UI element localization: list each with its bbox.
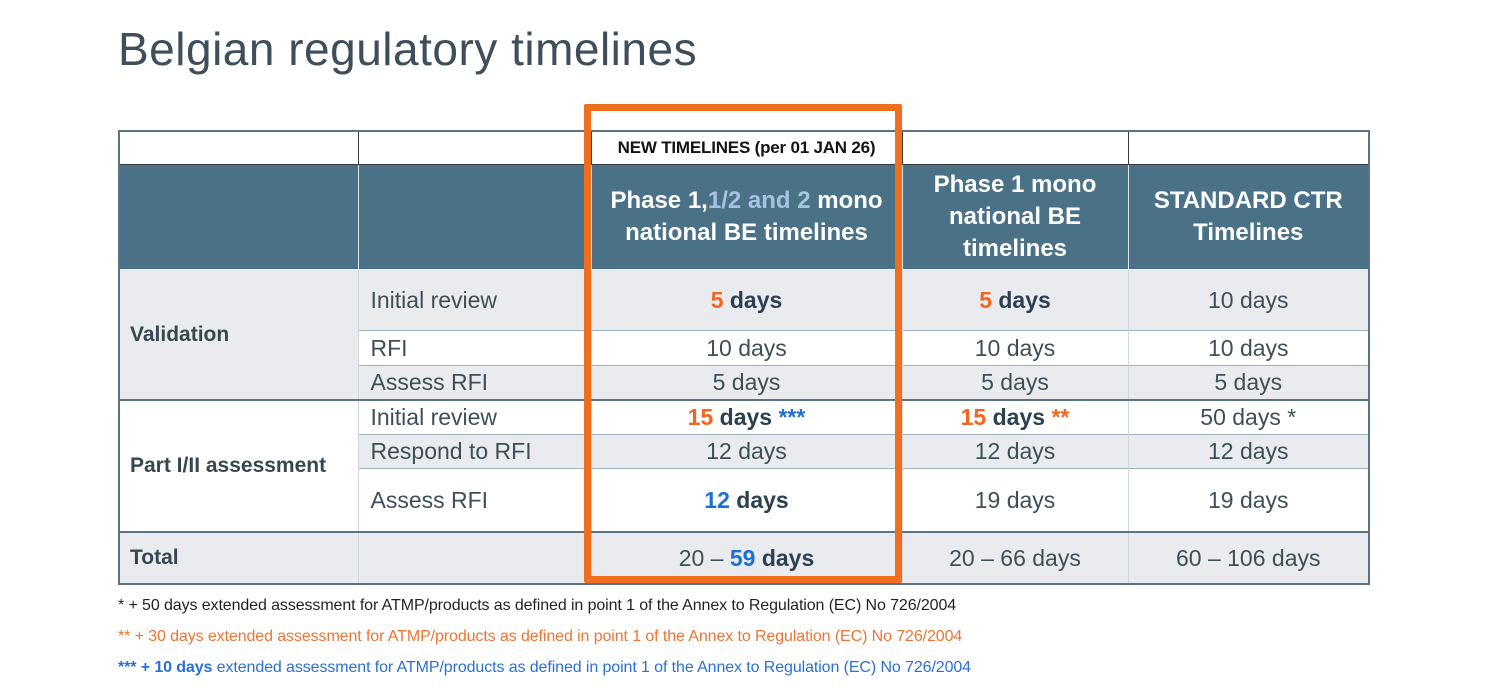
banner-cell-empty xyxy=(901,130,1129,165)
total-empty-cell xyxy=(357,531,591,585)
section-label-part-i-ii: Part I/II assessment xyxy=(119,399,358,532)
activity-label: Assess RFI xyxy=(357,365,591,400)
table-row-assessment-initial-review: Part I/II assessment Initial review 15 d… xyxy=(119,399,1369,532)
value-cell: 5 days xyxy=(901,269,1128,331)
value-cell: 15 days *** xyxy=(590,399,902,435)
value-cell: 10 days xyxy=(1127,330,1369,366)
footnote-new-timelines: *** + 10 days extended assessment for AT… xyxy=(118,659,971,676)
activity-label: Initial review xyxy=(357,399,591,435)
value-cell: 12 days xyxy=(590,434,902,469)
value-cell: 5 days xyxy=(590,269,902,331)
table-row-validation-rfi: RFI 10 days 10 days 10 days xyxy=(119,330,1369,366)
value-cell: 10 days xyxy=(1127,269,1369,331)
table-row-validation-initial-review: Validation Initial review 5 days 5 days … xyxy=(119,269,1369,400)
col-header-standard-ctr: STANDARD CTR Timelines xyxy=(1127,164,1369,270)
value-cell: 19 days xyxy=(901,468,1128,532)
table-row-total: Total 20 – 59 days 20 – 66 days 60 – 106… xyxy=(119,531,1369,585)
value-cell: 5 days xyxy=(1127,365,1369,400)
col-header-phase1-12-2: Phase 1,1/2 and 2 mono national BE timel… xyxy=(590,164,902,270)
total-label: Total xyxy=(119,531,358,585)
value-cell: 19 days xyxy=(1127,468,1369,532)
banner-cell-empty xyxy=(1127,130,1370,165)
value-cell: 10 days xyxy=(590,330,902,366)
activity-label: RFI xyxy=(357,330,591,366)
total-value-cell: 20 – 59 days xyxy=(590,531,902,585)
table-row-validation-assess-rfi: Assess RFI 5 days 5 days 5 days xyxy=(119,365,1369,400)
section-label-validation: Validation xyxy=(119,269,358,400)
header-cell-empty xyxy=(119,164,358,270)
col-header-phase1-mono: Phase 1 mono national BE timelines xyxy=(901,164,1128,270)
value-cell: 50 days * xyxy=(1127,399,1369,435)
total-value-cell: 60 – 106 days xyxy=(1127,531,1369,585)
banner-row: NEW TIMELINES (per 01 JAN 26) xyxy=(118,130,1370,165)
banner-new-timelines: NEW TIMELINES (per 01 JAN 26) xyxy=(590,130,903,165)
page-title: Belgian regulatory timelines xyxy=(118,23,698,75)
value-cell: 12 days xyxy=(1127,434,1369,469)
footnotes: * + 50 days extended assessment for ATMP… xyxy=(118,596,971,689)
value-cell: 5 days xyxy=(901,365,1128,400)
footnote-standard-ctr: * + 50 days extended assessment for ATMP… xyxy=(118,597,957,614)
total-value-cell: 20 – 66 days xyxy=(901,531,1128,585)
value-cell: 5 days xyxy=(590,365,902,400)
value-cell: 12 days xyxy=(901,434,1128,469)
value-cell: 15 days ** xyxy=(901,399,1128,435)
header-cell-empty xyxy=(357,164,591,270)
activity-label: Assess RFI xyxy=(357,468,591,532)
value-cell: 12 days xyxy=(590,468,902,532)
timelines-table: NEW TIMELINES (per 01 JAN 26) Phase 1,1/… xyxy=(118,130,1370,585)
banner-cell-empty xyxy=(357,130,592,165)
activity-label: Initial review xyxy=(357,269,591,331)
value-cell: 10 days xyxy=(901,330,1128,366)
activity-label: Respond to RFI xyxy=(357,434,591,469)
table-row-assessment-respond-rfi: Respond to RFI 12 days 12 days 12 days xyxy=(119,434,1369,469)
table-row-assessment-assess-rfi: Assess RFI 12 days 19 days 19 days xyxy=(119,468,1369,532)
footnote-phase1-mono: ** + 30 days extended assessment for ATM… xyxy=(118,628,963,645)
banner-cell-empty xyxy=(118,130,359,165)
header-row: Phase 1,1/2 and 2 mono national BE timel… xyxy=(119,164,1369,270)
